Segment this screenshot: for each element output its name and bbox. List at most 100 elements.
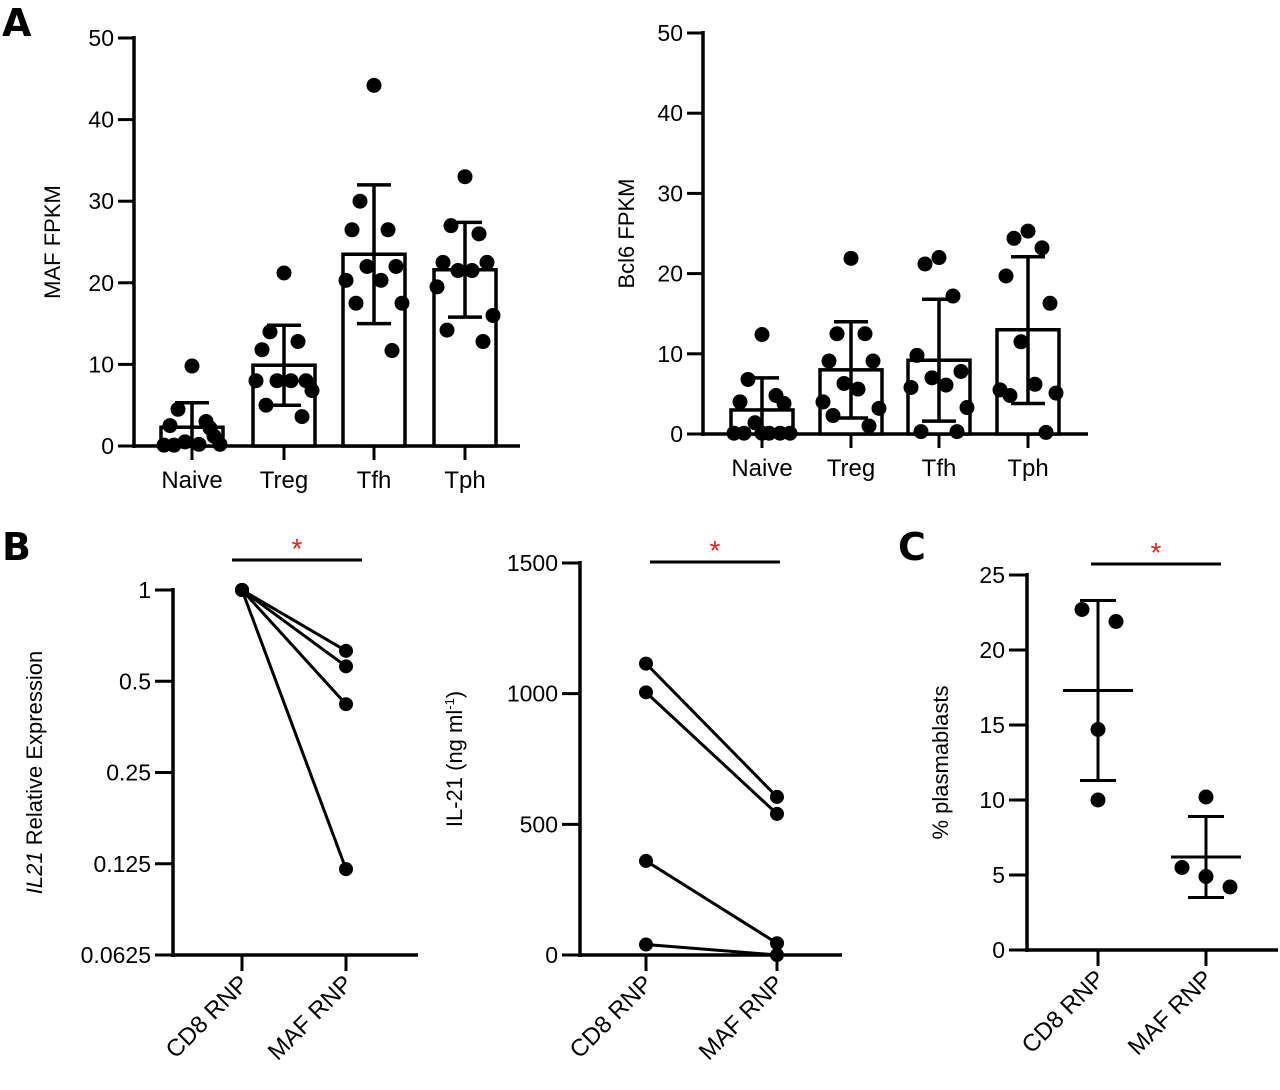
- il21-relative-expression-chart: 1 0.5 0.25 0.125 0.0625 IL21 Relative Express…: [22, 533, 418, 1066]
- data-point-naive: [736, 425, 752, 441]
- x-tick-label: Treg: [260, 467, 308, 494]
- panel-label-b: B: [2, 525, 31, 569]
- x-tick-label: CD8 RNP: [565, 970, 659, 1064]
- data-point-maf-rnp: [770, 936, 784, 951]
- data-point-cd8-rnp: [1074, 602, 1090, 617]
- y-tick-label: 40: [657, 100, 683, 126]
- data-point-tph: [1027, 376, 1043, 392]
- paired-line: [645, 859, 778, 945]
- y-axis-title-close: ): [442, 691, 467, 698]
- data-point-tph: [1042, 295, 1058, 311]
- data-point-tfh: [959, 400, 975, 416]
- y-tick-label: 15: [979, 712, 1005, 738]
- significance-asterisk: *: [1151, 537, 1162, 568]
- y-axis-title: MAF FPKM: [40, 185, 65, 299]
- y-axis-title: Bcl6 FPKM: [614, 178, 639, 288]
- data-point-tph: [1048, 385, 1064, 401]
- y-tick-label: 10: [657, 341, 683, 367]
- data-point-maf-rnp: [339, 862, 353, 877]
- data-point-naive: [754, 425, 770, 441]
- y-tick-label: 1500: [507, 550, 558, 576]
- maf-fpkm-chart: 0 10 20 30 40 50 MAF FPKM Naive Treg Tfh Tph: [40, 25, 520, 494]
- data-point-treg: [829, 326, 845, 342]
- data-point-maf-rnp: [339, 697, 353, 712]
- data-point-tfh: [949, 424, 965, 440]
- y-tick-label: 20: [979, 637, 1005, 663]
- data-point-tph: [998, 268, 1014, 284]
- data-point-treg: [836, 375, 852, 391]
- paired-line: [241, 588, 347, 668]
- data-point-maf-rnp: [1198, 789, 1214, 805]
- panel-label-c: C: [898, 525, 926, 569]
- data-point-maf-rnp: [770, 789, 784, 804]
- x-tick-label: Naive: [731, 455, 792, 482]
- data-point-maf-rnp: [339, 643, 353, 658]
- data-point-maf-rnp: [1174, 860, 1190, 875]
- data-point-treg: [290, 334, 306, 350]
- data-point-tph: [457, 169, 473, 185]
- data-point-tfh: [359, 258, 375, 274]
- y-axis-title: % plasmablasts: [928, 685, 953, 839]
- data-point-naive: [772, 425, 788, 441]
- y-axis-title-main: % plasmablasts: [928, 685, 953, 839]
- y-axis-title-gene: IL21: [22, 851, 47, 894]
- data-point-tph: [1038, 424, 1054, 440]
- y-tick-label: 50: [88, 25, 114, 51]
- y-axis-title-superscript: -1: [442, 698, 457, 710]
- y-tick-label: 30: [657, 180, 683, 206]
- data-point-tfh: [366, 77, 382, 93]
- data-point-treg: [269, 373, 285, 389]
- data-point-cd8-rnp: [1090, 722, 1106, 737]
- y-tick-label: 5: [992, 862, 1005, 888]
- data-point-cd8-rnp: [235, 583, 249, 597]
- x-tick-label: Tph: [444, 467, 485, 494]
- significance-asterisk: *: [710, 535, 721, 566]
- x-tick-label: CD8 RNP: [1017, 965, 1111, 1059]
- data-point-tph: [450, 263, 466, 279]
- data-point-tfh: [380, 222, 396, 238]
- data-point-treg: [276, 265, 292, 281]
- data-point-maf-rnp: [1222, 879, 1238, 895]
- data-point-naive: [740, 371, 756, 387]
- data-point-naive: [202, 420, 218, 436]
- data-point-naive: [754, 327, 770, 343]
- data-point-maf-rnp: [770, 806, 784, 821]
- x-tick-label: Treg: [827, 455, 875, 482]
- data-point-cd8-rnp: [639, 937, 653, 952]
- data-point-tph: [475, 334, 491, 350]
- y-tick-label: 0.5: [119, 668, 151, 694]
- x-tick-label: Tfh: [357, 467, 392, 494]
- data-point-treg: [294, 409, 310, 425]
- paired-line: [240, 588, 348, 706]
- data-point-tfh: [344, 222, 360, 238]
- y-tick-label: 10: [979, 787, 1005, 813]
- data-point-naive: [170, 401, 186, 417]
- data-point-tph: [1020, 223, 1036, 239]
- data-point-tfh: [909, 347, 925, 363]
- y-tick-label: 10: [88, 351, 114, 377]
- y-tick-label: 0: [992, 937, 1005, 963]
- data-point-cd8-rnp: [639, 656, 653, 671]
- y-tick-label: 0.25: [106, 760, 151, 786]
- y-tick-label: 40: [88, 107, 114, 133]
- data-point-naive: [776, 396, 792, 412]
- data-point-tfh: [348, 295, 364, 311]
- data-point-tph: [439, 322, 455, 338]
- data-point-treg: [825, 408, 841, 424]
- data-point-tfh: [945, 288, 961, 304]
- data-point-tfh: [394, 295, 410, 311]
- data-point-cd8-rnp: [639, 853, 653, 868]
- y-tick-label: 20: [88, 270, 114, 296]
- data-point-naive: [166, 437, 182, 453]
- data-point-tph: [1013, 334, 1029, 350]
- y-axis-title-main: IL-21 (ng ml: [442, 710, 467, 827]
- data-point-treg: [861, 418, 877, 434]
- data-point-tfh: [913, 424, 929, 440]
- data-point-treg: [857, 326, 873, 342]
- data-point-treg: [262, 324, 278, 340]
- data-point-tph: [479, 254, 495, 270]
- bcl6-fpkm-chart: 0 10 20 30 40 50 Bcl6 FPKM Naive Treg Tfh Tph: [614, 20, 1088, 482]
- y-tick-label: 0: [545, 942, 558, 968]
- data-point-naive: [184, 358, 200, 374]
